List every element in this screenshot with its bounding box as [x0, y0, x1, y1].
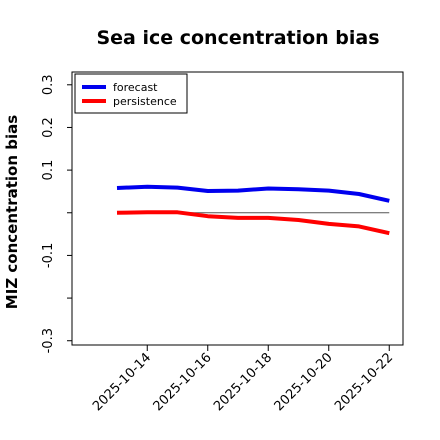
y-tick-label: 0.2 [41, 117, 56, 138]
chart-title: Sea ice concentration bias [96, 27, 379, 49]
series-line-forecast [116, 184, 390, 203]
y-tick-label: -0.1 [41, 243, 56, 268]
y-tick-label: -0.3 [41, 328, 56, 353]
x-tick-label: 2025-10-22 [332, 350, 396, 414]
legend-label-forecast: forecast [113, 81, 158, 94]
x-tick-label: 2025-10-16 [151, 350, 215, 414]
series-layer [116, 184, 390, 236]
legend: forecast persistence [74, 73, 188, 114]
x-tick-label: 2025-10-18 [211, 350, 275, 414]
y-axis: -0.3 -0.1 0.1 0.2 0.3 [41, 74, 72, 353]
y-tick-label: 0.1 [41, 160, 56, 181]
plot-frame [71, 71, 404, 346]
legend-box [74, 73, 188, 114]
x-tick-label: 2025-10-20 [272, 350, 336, 414]
x-axis: 2025-10-142025-10-162025-10-182025-10-20… [90, 345, 396, 414]
x-tick-label: 2025-10-14 [90, 350, 154, 414]
series-line-persistence [116, 210, 390, 236]
y-axis-label: MIZ concentration bias [3, 115, 21, 309]
y-tick-label: 0.3 [41, 74, 56, 95]
legend-label-persistence: persistence [113, 95, 177, 108]
